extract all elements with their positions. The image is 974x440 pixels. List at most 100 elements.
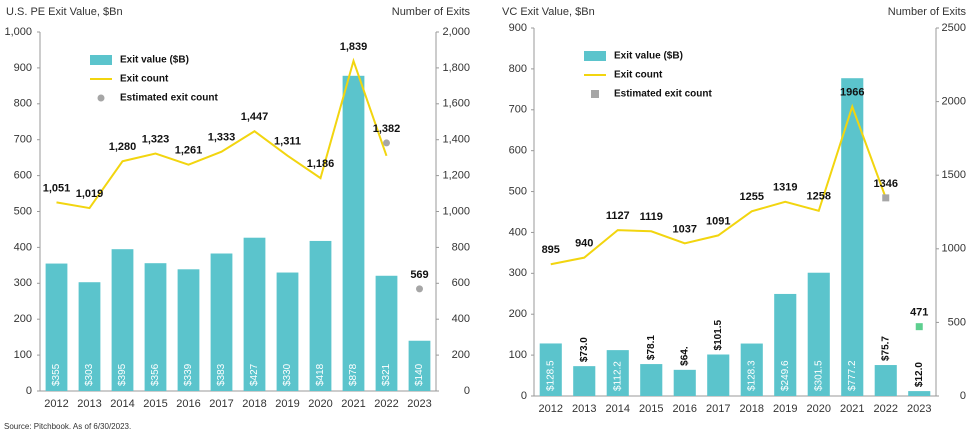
y2-tick-label: 0 (464, 385, 470, 397)
marker-value-label: 569 (410, 269, 428, 281)
line-value-label: 1,323 (142, 133, 170, 145)
legend-label: Exit count (120, 74, 169, 85)
bar-value-label: $101.5 (713, 319, 724, 350)
x-tick-label: 2017 (209, 398, 233, 410)
bar (573, 366, 596, 396)
bar (243, 237, 266, 391)
line-value-label: 940 (575, 238, 593, 250)
marker (383, 139, 390, 147)
line-value-label: 1255 (740, 191, 764, 203)
line-value-label: 1,333 (208, 132, 236, 144)
y-tick-label: 200 (14, 313, 32, 325)
x-tick-label: 2015 (143, 398, 167, 410)
source-note: Source: Pitchbook. As of 6/30/2023. (4, 422, 131, 431)
line (550, 103, 887, 266)
y2-tick-label: 1,400 (442, 134, 470, 146)
bar-value-label: $75.7 (880, 336, 891, 361)
line-value-label: 1,186 (307, 158, 335, 170)
bar (177, 269, 200, 391)
bar (841, 78, 864, 397)
line-value-label: 1,839 (340, 41, 368, 53)
x-tick-label: 2018 (740, 403, 764, 415)
bar (78, 282, 101, 391)
x-tick-label: 2019 (275, 398, 299, 410)
y2-tick-label: 2500 (942, 22, 966, 34)
line-value-label: 1966 (840, 87, 864, 99)
legend-label: Estimated exit count (614, 89, 712, 100)
y-tick-label: 200 (509, 308, 527, 320)
y-tick-label: 800 (14, 98, 32, 110)
bar-value-label: $128.5 (545, 360, 556, 391)
y2-tick-label: 1000 (942, 243, 966, 255)
marker (915, 323, 923, 331)
bar-value-label: $878 (348, 363, 359, 386)
bar-value-label: $249.6 (780, 360, 791, 391)
y-tick-label: 500 (509, 185, 527, 197)
bar-value-label: $383 (216, 363, 227, 386)
y2-tick-label: 500 (948, 316, 966, 328)
y-tick-label: 400 (509, 226, 527, 238)
bar-value-label: $78.1 (646, 335, 657, 360)
bar (908, 391, 931, 396)
bar-value-label: $395 (117, 363, 128, 386)
y-tick-label: 100 (14, 349, 32, 361)
line-value-label: 1319 (773, 182, 797, 194)
y2-tick-label: 1500 (942, 169, 966, 181)
line-value-label: 1127 (606, 210, 630, 222)
y2-tick-label: 2,000 (442, 26, 470, 38)
y-tick-label: 800 (509, 63, 527, 75)
bar (740, 343, 763, 396)
bar (874, 365, 897, 396)
y2-tick-label: 1,600 (442, 98, 470, 110)
x-tick-label: 2020 (807, 403, 831, 415)
bar (408, 340, 431, 391)
y-tick-label: 400 (14, 241, 32, 253)
y2-tick-label: 2000 (942, 96, 966, 108)
x-tick-label: 2019 (773, 403, 797, 415)
bar (342, 75, 365, 391)
x-tick-label: 2022 (874, 403, 898, 415)
x-tick-label: 2023 (907, 403, 931, 415)
y2-tick-label: 0 (960, 390, 966, 402)
y-tick-label: 100 (509, 349, 527, 361)
line-value-label: 895 (542, 244, 560, 256)
bar (673, 369, 696, 396)
marker (882, 194, 890, 202)
bar-value-label: $330 (282, 363, 293, 386)
legend-label: Exit value ($B) (120, 55, 189, 66)
line-value-label: 1258 (807, 191, 831, 203)
marker-value-label: 1,382 (373, 123, 401, 135)
marker (416, 285, 423, 293)
line-value-label: 1,280 (109, 141, 137, 153)
x-tick-label: 2014 (110, 398, 134, 410)
bar (111, 249, 134, 391)
legend-swatch (584, 51, 606, 61)
y2-axis-title: Number of Exits (392, 6, 471, 18)
bar-value-label: $301.5 (813, 360, 824, 391)
y2-tick-label: 200 (452, 349, 470, 361)
y-tick-label: 0 (26, 385, 32, 397)
y-tick-label: 700 (509, 104, 527, 116)
y-tick-label: 900 (14, 62, 32, 74)
marker-value-label: 471 (910, 307, 928, 319)
y-tick-label: 500 (14, 205, 32, 217)
line-value-label: 1,019 (76, 188, 104, 200)
x-tick-label: 2012 (44, 398, 68, 410)
y-tick-label: 0 (521, 390, 527, 402)
bar (707, 354, 730, 396)
chart-title: VC Exit Value, $Bn (502, 6, 595, 18)
line-value-label: 1037 (673, 223, 697, 235)
line-value-label: 1,311 (274, 136, 301, 148)
chart-title: U.S. PE Exit Value, $Bn (6, 6, 123, 18)
x-tick-label: 2021 (840, 403, 864, 415)
bar-value-label: $112.2 (612, 361, 623, 391)
y-tick-label: 700 (14, 134, 32, 146)
bar-value-label: $356 (150, 363, 161, 386)
x-tick-label: 2016 (673, 403, 697, 415)
x-tick-label: 2023 (407, 398, 431, 410)
x-tick-label: 2016 (176, 398, 200, 410)
legend-swatch (591, 90, 599, 98)
bar (276, 272, 299, 391)
x-tick-label: 2021 (341, 398, 365, 410)
